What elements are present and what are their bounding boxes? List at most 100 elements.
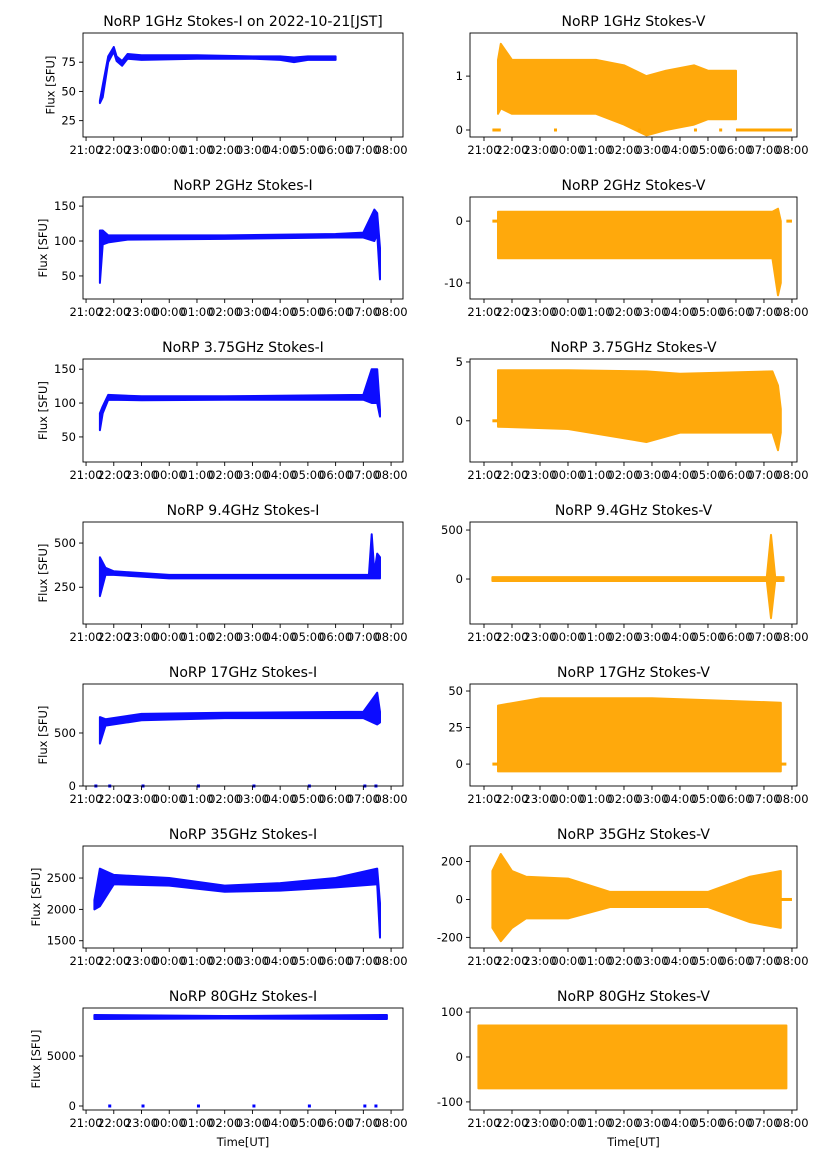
x-tick-label: 06:00 <box>719 630 752 644</box>
x-tick-label: 22:00 <box>495 468 528 482</box>
x-tick-label: 22:00 <box>97 1116 130 1130</box>
x-tick-label: 01:00 <box>579 1116 612 1130</box>
x-tick-label: 21:00 <box>467 468 500 482</box>
x-tick-label: 21:00 <box>69 305 102 319</box>
x-tick-label: 21:00 <box>69 1116 102 1130</box>
x-tick-label: 22:00 <box>495 1116 528 1130</box>
subplot-10: 21:0022:0023:0000:0001:0002:0003:0004:00… <box>448 665 808 806</box>
x-tick-label: 02:00 <box>607 468 640 482</box>
y-tick-label: 500 <box>54 536 76 550</box>
x-tick-label: 04:00 <box>264 630 297 644</box>
x-tick-label: 07:00 <box>347 792 380 806</box>
y-tick-label: 150 <box>54 199 76 213</box>
y-tick-label: 0 <box>456 1050 463 1064</box>
y-tick-label: 100 <box>441 1005 463 1019</box>
zero-point-marker <box>363 1104 367 1108</box>
x-tick-label: 22:00 <box>495 792 528 806</box>
x-tick-label: 05:00 <box>691 954 724 968</box>
y-tick-label: 0 <box>69 779 76 793</box>
x-tick-label: 00:00 <box>153 1116 186 1130</box>
x-tick-label: 06:00 <box>719 954 752 968</box>
y-tick-label: 2500 <box>47 871 76 885</box>
x-tick-label: 00:00 <box>551 143 584 157</box>
x-tick-label: 06:00 <box>319 143 352 157</box>
x-tick-label: 22:00 <box>495 143 528 157</box>
x-tick-label: 22:00 <box>495 954 528 968</box>
x-tick-label: 08:00 <box>374 792 407 806</box>
x-tick-label: 23:00 <box>125 792 158 806</box>
x-tick-label: 07:00 <box>747 143 780 157</box>
x-tick-label: 00:00 <box>153 954 186 968</box>
y-tick-label: 200 <box>441 855 463 869</box>
subplot-title: NoRP 3.75GHz Stokes-I <box>162 340 324 356</box>
x-tick-label: 05:00 <box>691 305 724 319</box>
x-tick-label: 22:00 <box>97 143 130 157</box>
y-tick-label: 50 <box>61 269 76 283</box>
subplot-title: NoRP 35GHz Stokes-I <box>169 827 317 843</box>
x-tick-label: 03:00 <box>635 1116 668 1130</box>
data-band <box>98 533 381 598</box>
y-tick-label: 1 <box>456 69 463 83</box>
zero-point-marker <box>786 219 792 223</box>
y-tick-label: 25 <box>61 114 76 128</box>
x-tick-label: 01:00 <box>180 143 213 157</box>
x-tick-label: 00:00 <box>551 468 584 482</box>
x-tick-label: 21:00 <box>467 305 500 319</box>
axes-frame <box>82 521 404 625</box>
x-tick-label: 01:00 <box>180 630 213 644</box>
x-tick-label: 23:00 <box>523 792 556 806</box>
x-tick-label: 03:00 <box>635 792 668 806</box>
x-tick-label: 05:00 <box>291 305 324 319</box>
axes-frame <box>469 32 798 138</box>
y-tick-label: 50 <box>448 684 463 698</box>
zero-point-marker <box>492 419 498 423</box>
zero-point-marker <box>196 1104 200 1108</box>
x-tick-label: 02:00 <box>208 792 241 806</box>
x-tick-label: 23:00 <box>523 1116 556 1130</box>
x-tick-label: 03:00 <box>236 792 269 806</box>
subplot-6: 21:0022:0023:0000:0001:0002:0003:0004:00… <box>456 340 809 482</box>
data-band <box>497 42 737 137</box>
x-tick-label: 23:00 <box>125 143 158 157</box>
x-axis-label: Time[UT] <box>606 1135 660 1149</box>
zero-point-marker <box>141 1104 145 1108</box>
y-tick-label: 0 <box>456 214 463 228</box>
x-tick-label: 23:00 <box>523 305 556 319</box>
x-tick-label: 23:00 <box>125 954 158 968</box>
subplot-title: NoRP 3.75GHz Stokes-V <box>550 340 717 356</box>
x-tick-label: 23:00 <box>125 305 158 319</box>
x-tick-label: 03:00 <box>236 954 269 968</box>
axes-frame <box>82 845 404 949</box>
x-tick-label: 07:00 <box>347 143 380 157</box>
data-band <box>491 533 785 620</box>
x-tick-label: 06:00 <box>719 792 752 806</box>
x-tick-label: 03:00 <box>635 630 668 644</box>
zero-point-marker <box>307 1104 311 1108</box>
y-tick-label: 25 <box>448 721 463 735</box>
data-band <box>98 368 381 432</box>
x-tick-label: 05:00 <box>691 1116 724 1130</box>
data-band <box>477 1024 788 1090</box>
x-tick-label: 08:00 <box>775 305 808 319</box>
x-tick-label: 05:00 <box>691 792 724 806</box>
x-tick-label: 07:00 <box>347 630 380 644</box>
y-tick-label: 50 <box>61 430 76 444</box>
zero-point-marker <box>492 128 501 132</box>
x-tick-label: 08:00 <box>775 1116 808 1130</box>
x-tick-label: 05:00 <box>291 1116 324 1130</box>
x-tick-label: 06:00 <box>719 143 752 157</box>
x-tick-label: 21:00 <box>69 630 102 644</box>
zero-point-marker <box>693 128 697 132</box>
axes-frame <box>82 1007 404 1111</box>
x-tick-label: 07:00 <box>747 468 780 482</box>
x-tick-label: 01:00 <box>579 143 612 157</box>
x-tick-label: 05:00 <box>291 468 324 482</box>
x-tick-label: 02:00 <box>208 305 241 319</box>
x-tick-label: 22:00 <box>97 954 130 968</box>
x-tick-label: 05:00 <box>691 468 724 482</box>
x-tick-label: 02:00 <box>208 468 241 482</box>
axes-frame <box>469 196 798 300</box>
x-tick-label: 07:00 <box>347 1116 380 1130</box>
x-tick-label: 21:00 <box>69 143 102 157</box>
x-tick-label: 23:00 <box>125 630 158 644</box>
